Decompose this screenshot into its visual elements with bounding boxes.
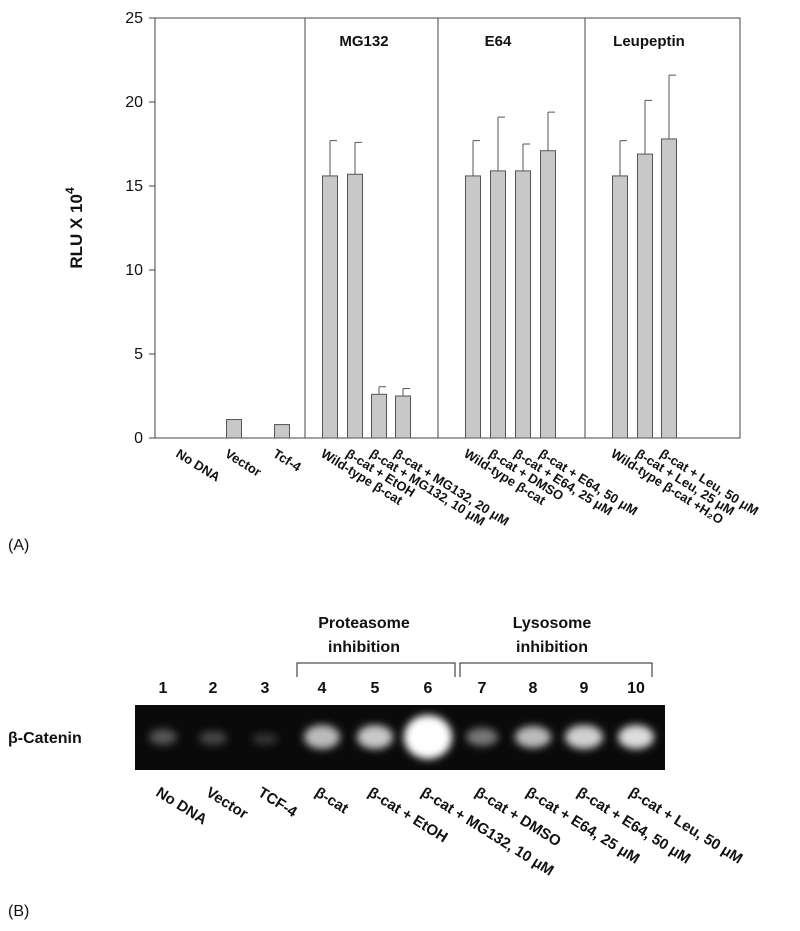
lane-label: TCF-4 [255,784,301,821]
error-bar [402,387,410,396]
lane-number: 6 [424,680,433,697]
lane-number: 7 [478,680,487,697]
y-label-exponent: 4 [63,187,77,194]
error-bar [378,386,386,395]
y-tick-label: 25 [125,10,143,27]
panel-label: (A) [8,537,29,554]
error-bar [522,143,530,171]
lane-number: 1 [159,680,168,697]
lane-number: 4 [318,680,327,697]
bar [226,419,242,439]
y-tick-label: 5 [134,346,143,363]
error-bar [619,140,627,176]
lane-number: 5 [371,680,380,697]
gel-bands [149,715,654,759]
bar [322,175,338,439]
lane-number: 8 [529,680,538,697]
lane-label: β-cat [312,784,351,817]
bar [515,170,531,439]
lane-number: 2 [209,680,218,697]
bracket-label: Proteasome [318,615,410,632]
error-bar [329,140,337,176]
bracket-label: inhibition [328,639,400,656]
group-label: Leupeptin [613,33,685,50]
plot-frame [154,17,741,439]
bar [371,393,387,439]
bar [465,175,481,439]
error-bar [497,116,505,171]
error-bar [547,111,555,151]
x-tick-label: Vector [222,446,264,480]
bar [395,395,411,439]
y-tick-label: 15 [125,178,143,195]
row-label: β-Catenin [8,730,82,747]
lane-label: Vector [203,784,251,823]
error-bar [354,141,362,175]
y-tick-label: 10 [125,262,143,279]
bar [661,138,677,439]
lane-number: 3 [261,680,270,697]
bar [490,170,506,439]
panel-label: (B) [8,903,29,920]
x-tick-label: Tcf-4 [270,446,304,475]
bracket-label: Lysosome [513,615,592,632]
bar [274,424,290,439]
lane-number: 9 [580,680,589,697]
lane-number: 10 [627,680,645,697]
group-label: MG132 [339,33,388,50]
bracket [459,662,653,677]
x-tick-label: No DNA [173,446,223,485]
error-bar [472,140,480,176]
y-tick-label: 0 [134,430,143,447]
group-label: E64 [485,33,512,50]
error-bar [668,74,676,139]
bar [612,175,628,439]
y-label-text: RLU X 10 [67,194,86,269]
error-bar [644,99,652,155]
lane-label: No DNA [153,784,210,829]
y-axis-label: RLU X 104 [63,187,86,269]
bracket-label: inhibition [516,639,588,656]
y-tick-label: 20 [125,94,143,111]
bar [540,150,556,439]
bar [637,153,653,439]
bar [347,173,363,439]
bracket [296,662,456,677]
